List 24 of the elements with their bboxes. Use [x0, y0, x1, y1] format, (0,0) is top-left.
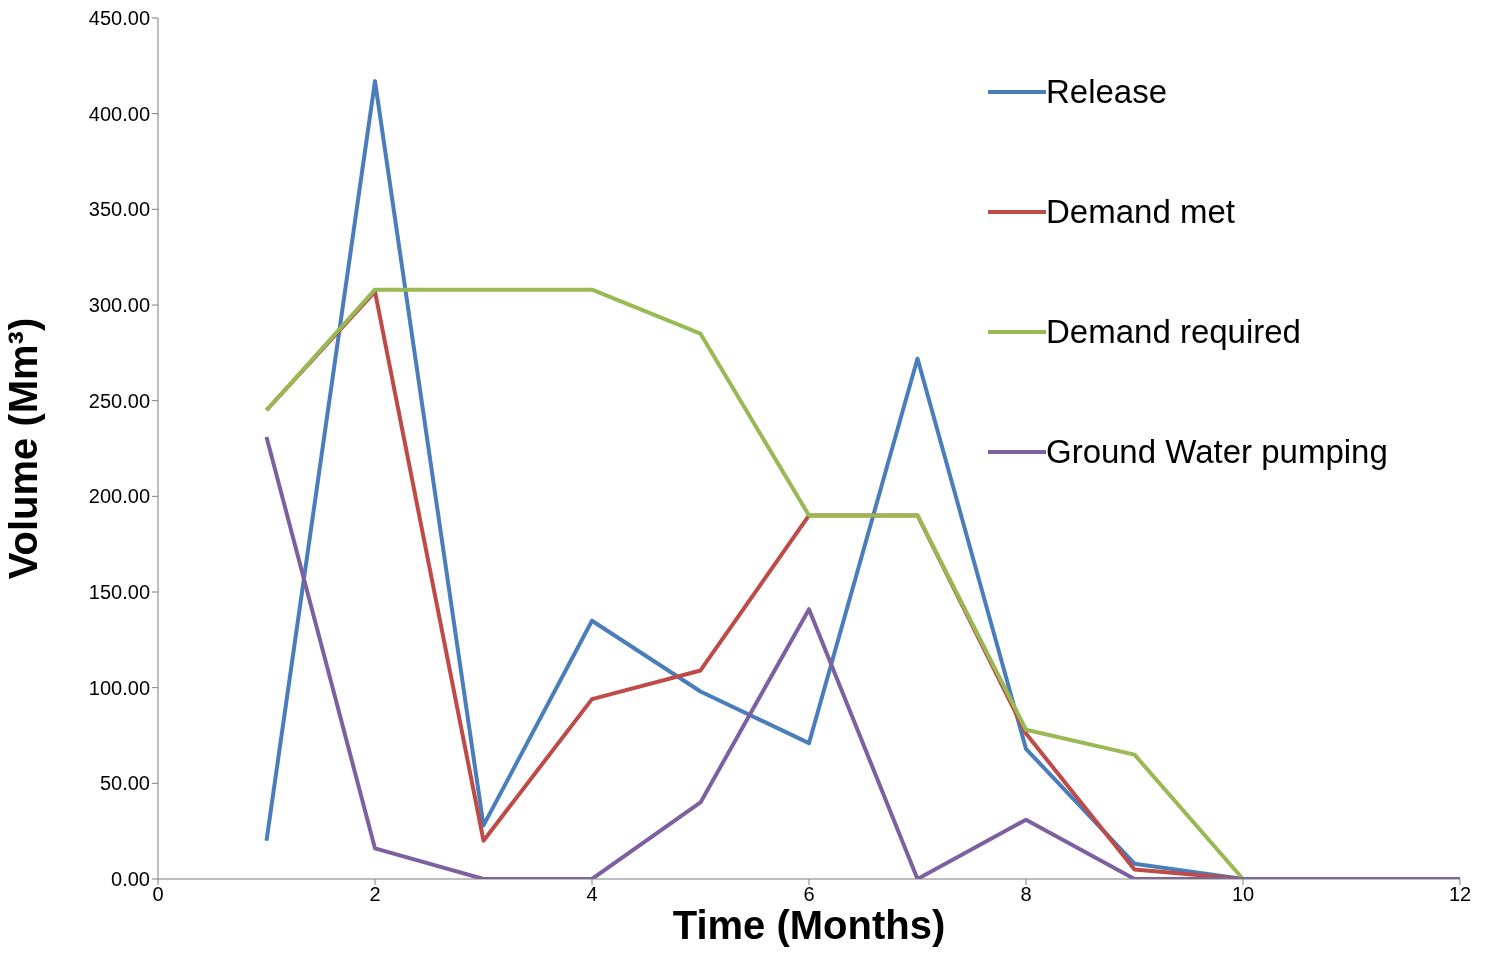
x-tick-label: 10 [1231, 883, 1255, 906]
y-tick-label: 100.00 [88, 676, 150, 699]
x-tick-label: 0 [152, 883, 164, 906]
y-tick-label: 250.00 [88, 389, 150, 412]
y-tick-label: 200.00 [88, 485, 150, 508]
y-tick-label: 400.00 [88, 102, 150, 125]
legend-label: Demand met [1046, 193, 1235, 231]
y-tick-label: 150.00 [88, 581, 150, 604]
y-tick-label: 50.00 [99, 772, 150, 795]
y-tick-label: 300.00 [88, 294, 150, 317]
legend-label: Release [1046, 73, 1168, 111]
y-tick-label: 350.00 [88, 198, 150, 221]
y-tick-label: 0.00 [111, 868, 150, 891]
x-tick-label: 8 [1020, 883, 1032, 906]
y-axis-title: Volume (Mm³) [1, 317, 46, 580]
line-series [264, 435, 1460, 879]
y-tick-label: 450.00 [88, 7, 150, 30]
legend-label: Ground Water pumping [1046, 433, 1388, 471]
x-tick-label: 4 [586, 883, 598, 906]
x-tick-label: 2 [369, 883, 381, 906]
legend-label: Demand required [1046, 313, 1301, 351]
x-tick-label: 12 [1448, 883, 1472, 906]
x-axis-title: Time (Months) [672, 903, 946, 947]
x-tick-label: 6 [803, 883, 815, 906]
